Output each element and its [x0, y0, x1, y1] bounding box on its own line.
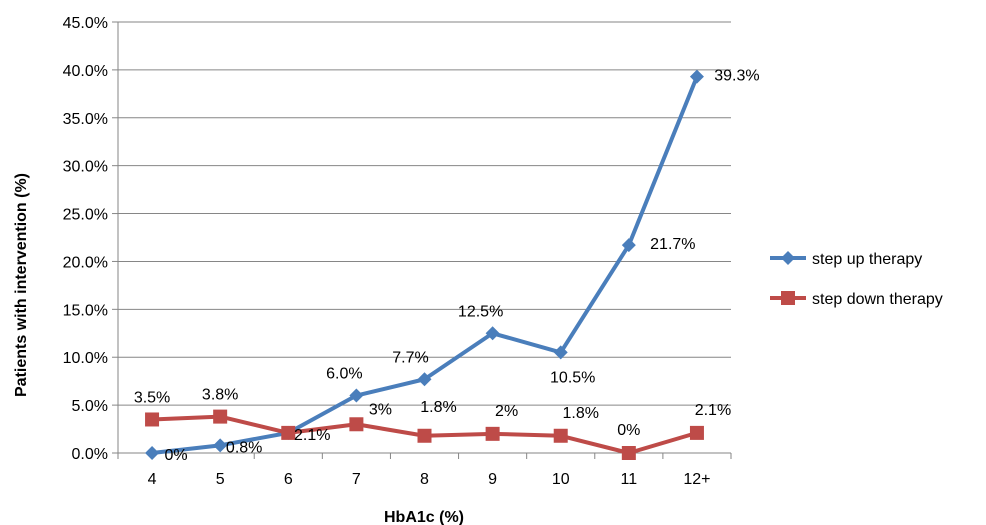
data-label: 3% [369, 401, 392, 418]
series-0-point [621, 238, 636, 253]
y-tick-label: 40.0% [63, 63, 108, 80]
y-tick-label: 45.0% [63, 15, 108, 32]
y-tick-label: 30.0% [63, 159, 108, 176]
series-1-point [281, 425, 296, 440]
data-label: 0.8% [226, 439, 262, 456]
series-1-point [213, 409, 228, 424]
data-label: 1.8% [420, 399, 456, 416]
series-0-point [553, 345, 568, 360]
data-label: 10.5% [550, 369, 595, 386]
legend: step up therapy step down therapy [770, 251, 943, 308]
data-labels: 0% 0.8% 2.1% 6.0% 7.7% 12.5% 10.5% 21.7% 39.3% 3.… [134, 68, 760, 464]
y-tick-label: 25.0% [63, 207, 108, 224]
x-axis-title: HbA1c (%) [384, 509, 464, 525]
data-label: 12.5% [458, 303, 503, 320]
x-tick-label: 9 [488, 471, 497, 488]
y-tick-labels: 0.0% 5.0% 10.0% 15.0% 20.0% 25.0% 30.0% 35.0% 40… [63, 15, 108, 463]
data-label: 3.8% [202, 387, 238, 404]
legend-marker-step-up [781, 251, 795, 265]
series-1-point [689, 425, 704, 440]
legend-item-step-down: step down therapy [770, 291, 943, 308]
y-tick-label: 35.0% [63, 111, 108, 128]
data-label: 3.5% [134, 389, 170, 406]
data-label: 2% [495, 403, 518, 420]
series-markers [145, 69, 704, 460]
series-1-point [621, 446, 636, 460]
series-1-point [349, 417, 364, 432]
y-tick-label: 10.0% [63, 350, 108, 367]
data-label: 0% [617, 422, 640, 439]
series-0-point [417, 372, 432, 387]
x-tick-label: 8 [420, 471, 429, 488]
x-tick-label: 11 [621, 471, 638, 488]
series-1-point [145, 412, 160, 427]
x-tick-label: 7 [352, 471, 361, 488]
data-label: 7.7% [392, 349, 428, 366]
data-label: 21.7% [650, 236, 695, 253]
gridlines [118, 21, 731, 406]
y-tick-label: 5.0% [72, 398, 108, 415]
data-label: 1.8% [562, 405, 598, 422]
series-1-point [417, 428, 432, 443]
data-label: 6.0% [326, 366, 362, 383]
x-tick-label: 6 [284, 471, 293, 488]
y-tick-label: 20.0% [63, 254, 108, 271]
x-tick-label: 4 [148, 471, 157, 488]
legend-marker-step-down [781, 291, 795, 305]
y-axis-title: Patients with intervention (%) [13, 173, 30, 397]
series-1-point [485, 426, 500, 441]
y-tick-label: 0.0% [72, 446, 108, 463]
data-label: 2.1% [294, 427, 330, 444]
x-tick-label: 10 [552, 471, 570, 488]
series-0-point [145, 446, 160, 460]
legend-label-step-down: step down therapy [812, 291, 943, 308]
y-tick-label: 15.0% [63, 302, 108, 319]
data-label: 2.1% [695, 402, 731, 419]
data-label: 39.3% [714, 68, 759, 85]
x-tick-label: 5 [216, 471, 225, 488]
series-0-point [689, 69, 704, 84]
x-tick-labels: 4 5 6 7 8 9 10 11 12+ [148, 471, 711, 488]
series-0-point [349, 388, 364, 403]
series-1-point [553, 428, 568, 443]
series-0-point [213, 438, 228, 453]
data-label: 0% [164, 447, 187, 464]
legend-label-step-up: step up therapy [812, 251, 922, 268]
legend-item-step-up: step up therapy [770, 251, 922, 268]
x-tick-label: 12+ [683, 471, 710, 488]
series-0-point [485, 326, 500, 341]
